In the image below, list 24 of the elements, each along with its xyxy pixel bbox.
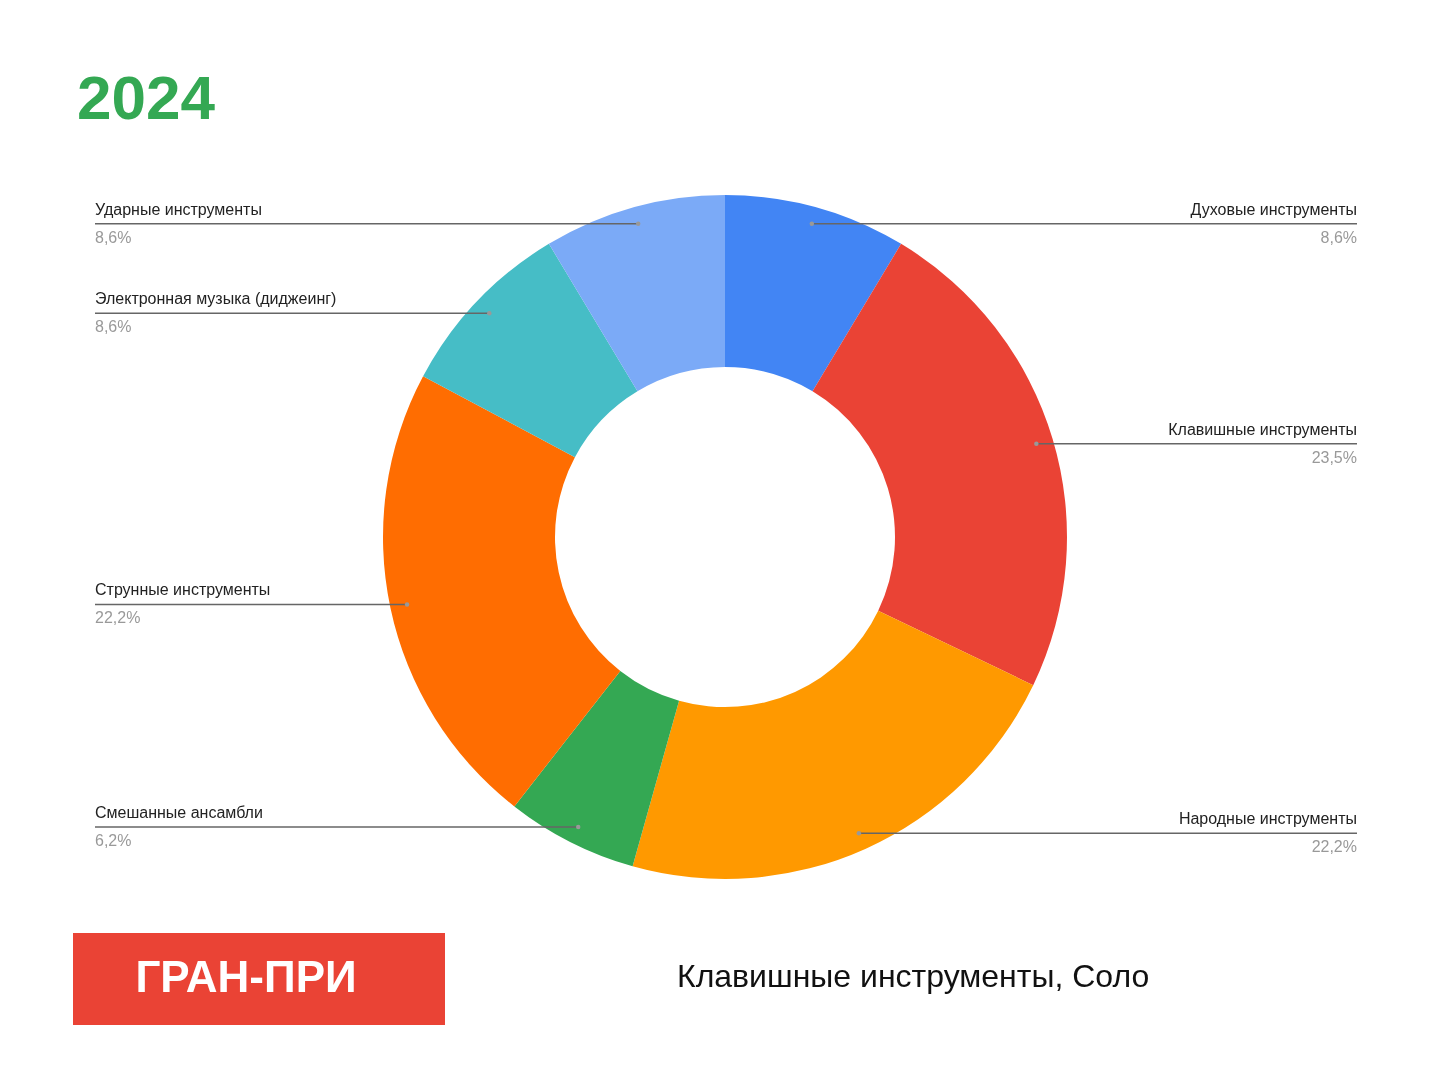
text: Клавишные инструменты, Соло	[677, 958, 1150, 994]
data-label: 22,2%	[95, 609, 141, 627]
donut-slice	[423, 243, 638, 458]
data-label: 8,6%	[1320, 228, 1357, 246]
data-label: 23,5%	[1311, 448, 1357, 466]
donut-slice	[725, 195, 902, 392]
slice-label: Электронная музыка (диджеинг)	[95, 290, 337, 308]
slice-label: Ударные инструменты	[95, 200, 262, 218]
slice-label: Народные инструменты	[1178, 810, 1357, 828]
donut-slice	[383, 376, 621, 807]
slice-label: Струнные инструменты	[95, 581, 271, 599]
data-label: 6,2%	[95, 831, 132, 849]
donut-slice	[632, 610, 1034, 879]
donut-slice	[548, 195, 725, 392]
slice-label: Смешанные ансамбли	[95, 803, 263, 821]
slice-label: Клавишные инструменты	[1168, 420, 1357, 438]
donut-slice	[812, 243, 1067, 686]
data-label: 8,6%	[95, 228, 132, 246]
text: ГРАН-ПРИ	[135, 952, 357, 1001]
data-label: 8,6%	[95, 318, 132, 336]
data-label: 22,2%	[1311, 838, 1357, 856]
chart-title: 2024	[77, 63, 216, 132]
slice-label: Духовые инструменты	[1190, 200, 1357, 218]
donut-slice	[514, 670, 680, 867]
